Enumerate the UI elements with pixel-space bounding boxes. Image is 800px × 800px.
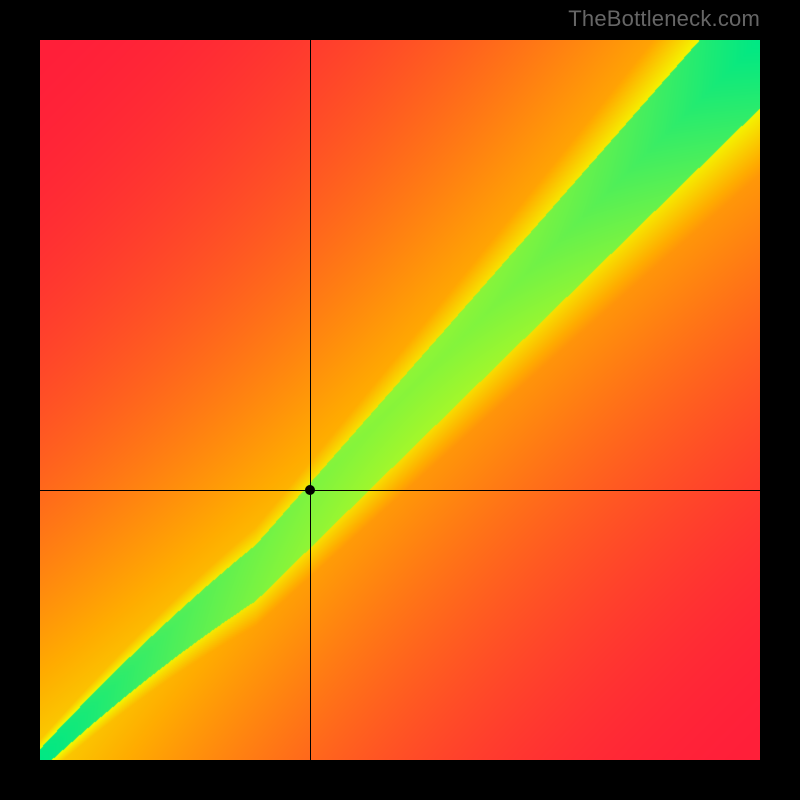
- crosshair-horizontal: [40, 490, 760, 491]
- crosshair-point: [305, 485, 315, 495]
- plot-area: [40, 40, 760, 760]
- watermark-text: TheBottleneck.com: [568, 6, 760, 32]
- heatmap-canvas: [40, 40, 760, 760]
- crosshair-vertical: [310, 40, 311, 760]
- chart-container: TheBottleneck.com: [0, 0, 800, 800]
